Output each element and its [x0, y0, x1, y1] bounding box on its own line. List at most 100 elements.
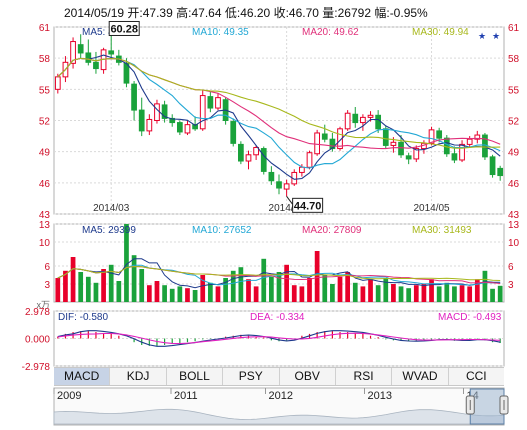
annotation-box — [108, 20, 140, 36]
macd-legend-item: DEA: -0.334 — [250, 312, 305, 323]
candle-body — [382, 128, 389, 146]
volume-bar — [421, 284, 427, 302]
candle-body — [184, 124, 191, 134]
volume-legend-item: MA5: 29399 — [82, 225, 136, 236]
candle-body — [93, 61, 99, 70]
candle-body — [253, 147, 259, 156]
candle-body — [413, 148, 420, 160]
volume-bar — [474, 279, 480, 302]
volume-legend-item: MA20: 27809 — [302, 225, 362, 236]
volume-bar — [154, 281, 160, 302]
volume-bar — [490, 288, 495, 302]
candle-body — [428, 129, 435, 144]
volume-ma30-line — [57, 265, 501, 281]
price-axis-left-tick: 61 — [39, 23, 51, 34]
volume-bar — [124, 224, 129, 302]
candle-body — [299, 166, 305, 173]
candle-body — [215, 97, 221, 109]
annotation-label: 44.70 — [294, 200, 322, 212]
price-axis-left-tick: 43 — [39, 210, 51, 221]
close-value: 46.70 — [288, 6, 319, 20]
volume-bar — [70, 257, 76, 302]
open-value: 47.39 — [142, 6, 173, 20]
volume-ma10-line — [57, 264, 501, 286]
volume-bar — [337, 276, 343, 302]
candle-body — [405, 155, 412, 160]
open-label: 开: — [127, 6, 143, 20]
volume-bar — [284, 264, 289, 302]
volume-bar — [360, 286, 366, 302]
price-axis-left-tick: 58 — [39, 54, 51, 65]
volume-bar — [162, 285, 167, 302]
candle-body — [207, 96, 214, 109]
price-ma30-line — [57, 57, 501, 149]
price-axis-right-tick: 52 — [508, 117, 520, 128]
price-axis-left-tick: 52 — [39, 117, 51, 128]
volume-bar — [253, 286, 259, 302]
volume-bar — [238, 267, 244, 302]
volume-bar — [314, 251, 320, 302]
candle-body — [459, 143, 465, 161]
tab-macd[interactable]: MACD — [54, 368, 110, 385]
candle-body — [436, 130, 443, 139]
candle-body — [123, 62, 130, 84]
change-label: 幅: — [374, 6, 390, 20]
low-label: 低: — [224, 6, 241, 20]
candle-body — [138, 109, 145, 132]
volume-bar — [291, 285, 297, 302]
candle-body — [268, 171, 275, 182]
macd-axis-tick: 0.000 — [25, 335, 50, 346]
volume-bar — [85, 276, 91, 302]
candle-body — [344, 112, 351, 130]
candle-body — [352, 113, 359, 124]
price-ma5-line — [57, 54, 501, 180]
candle-body — [398, 141, 404, 156]
timeline-overview-area — [53, 408, 505, 425]
price-axis-right-tick: 46 — [508, 179, 520, 190]
volume-bar — [330, 284, 335, 302]
candle-body — [497, 167, 504, 177]
macd-axis-tick: -2.978 — [22, 362, 51, 373]
candle-body — [283, 183, 290, 190]
volume-axis-right-tick: 6 — [508, 262, 514, 273]
volume-bar — [207, 282, 213, 302]
price-axis-right-tick: 43 — [508, 210, 520, 221]
timeline-year-label: 2012 — [269, 390, 293, 402]
candle-body — [276, 181, 282, 189]
candle-body — [146, 118, 153, 132]
tab-kdj[interactable]: KDJ — [109, 368, 165, 385]
volume-bar — [482, 270, 488, 302]
tab-boll[interactable]: BOLL — [165, 368, 222, 385]
volume-axis-right-tick: 13 — [508, 220, 520, 231]
tab-wvad[interactable]: WVAD — [391, 368, 447, 385]
volume-bar — [146, 285, 152, 302]
volume-bar — [185, 288, 190, 302]
candle-body — [70, 41, 76, 64]
dea-line — [57, 332, 501, 345]
candle-body — [360, 116, 366, 124]
candle-body — [367, 114, 374, 118]
volume-legend-item: MA30: 31493 — [412, 225, 472, 236]
candle-body — [306, 152, 313, 168]
volume-bar — [436, 286, 442, 302]
price-legend-item: MA30: 49.94 — [412, 27, 469, 38]
tab-obv[interactable]: OBV — [278, 368, 335, 385]
star-marker: ★ — [478, 31, 486, 41]
candle-body — [131, 83, 137, 111]
tab-cci[interactable]: CCI — [447, 368, 504, 385]
price-axis-right-tick: 49 — [508, 148, 520, 159]
volume-axis-right-tick: 3 — [508, 280, 514, 291]
change-value: -0.95% — [389, 6, 428, 20]
candle-body — [321, 133, 328, 140]
candle-body — [199, 95, 206, 130]
tab-rsi[interactable]: RSI — [334, 368, 391, 385]
volume-bar — [459, 285, 465, 302]
volume-bar — [413, 285, 419, 302]
candle-body — [108, 50, 115, 55]
candle-body — [77, 44, 84, 54]
volume-bar — [93, 282, 99, 302]
candle-body — [451, 153, 458, 161]
candle-body — [314, 132, 320, 155]
tab-psy[interactable]: PSY — [222, 368, 278, 385]
